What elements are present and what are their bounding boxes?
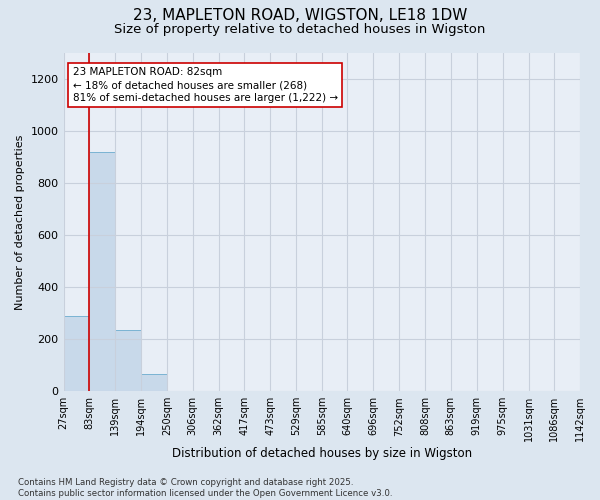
Text: 23, MAPLETON ROAD, WIGSTON, LE18 1DW: 23, MAPLETON ROAD, WIGSTON, LE18 1DW (133, 8, 467, 22)
Text: 23 MAPLETON ROAD: 82sqm
← 18% of detached houses are smaller (268)
81% of semi-d: 23 MAPLETON ROAD: 82sqm ← 18% of detache… (73, 67, 338, 103)
Bar (141, 374, 167, 391)
Y-axis label: Number of detached properties: Number of detached properties (15, 134, 25, 310)
Bar (270, 390, 296, 391)
Text: Contains HM Land Registry data © Crown copyright and database right 2025.
Contai: Contains HM Land Registry data © Crown c… (18, 478, 392, 498)
X-axis label: Distribution of detached houses by size in Wigston: Distribution of detached houses by size … (172, 447, 472, 460)
Text: Size of property relative to detached houses in Wigston: Size of property relative to detached ho… (115, 22, 485, 36)
Bar (89, 152, 115, 391)
Bar (64, 316, 89, 391)
Bar (115, 330, 142, 391)
